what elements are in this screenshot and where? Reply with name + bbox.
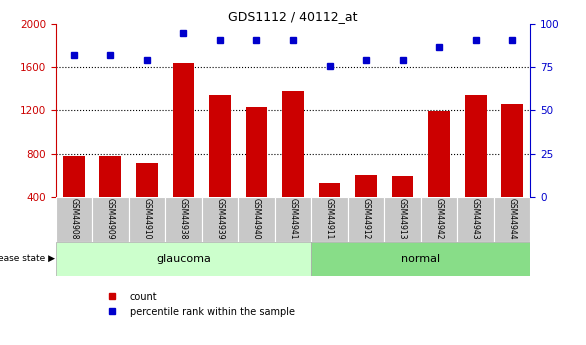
Bar bbox=[421, 197, 457, 241]
Bar bbox=[275, 197, 311, 241]
Text: GSM44944: GSM44944 bbox=[507, 198, 517, 239]
Title: GDS1112 / 40112_at: GDS1112 / 40112_at bbox=[229, 10, 357, 23]
Text: GSM44908: GSM44908 bbox=[69, 198, 79, 239]
Text: GSM44942: GSM44942 bbox=[435, 198, 444, 239]
Text: GSM44912: GSM44912 bbox=[362, 198, 370, 239]
Bar bbox=[355, 175, 377, 197]
Text: normal: normal bbox=[401, 254, 440, 264]
Text: GSM44909: GSM44909 bbox=[106, 198, 115, 239]
Bar bbox=[457, 197, 494, 241]
Text: GSM44943: GSM44943 bbox=[471, 198, 480, 239]
Bar bbox=[129, 197, 165, 241]
Bar bbox=[92, 197, 129, 241]
Bar bbox=[209, 95, 231, 197]
Bar bbox=[391, 176, 414, 197]
Bar bbox=[100, 156, 121, 197]
Bar bbox=[465, 95, 486, 197]
Bar bbox=[311, 197, 347, 241]
Text: GSM44940: GSM44940 bbox=[252, 198, 261, 239]
Bar bbox=[56, 197, 92, 241]
Bar bbox=[494, 197, 530, 241]
Text: GSM44911: GSM44911 bbox=[325, 198, 334, 239]
Bar bbox=[136, 163, 158, 197]
Bar bbox=[202, 197, 239, 241]
Text: GSM44913: GSM44913 bbox=[398, 198, 407, 239]
Bar bbox=[172, 63, 195, 197]
Text: glaucoma: glaucoma bbox=[156, 254, 211, 264]
Text: GSM44941: GSM44941 bbox=[288, 198, 298, 239]
Bar bbox=[311, 241, 530, 276]
Text: GSM44910: GSM44910 bbox=[142, 198, 151, 239]
Bar bbox=[428, 111, 450, 197]
Text: GSM44939: GSM44939 bbox=[216, 198, 224, 239]
Bar bbox=[282, 91, 304, 197]
Bar bbox=[319, 183, 340, 197]
Legend: count, percentile rank within the sample: count, percentile rank within the sample bbox=[98, 288, 298, 321]
Bar bbox=[246, 107, 267, 197]
Bar bbox=[165, 197, 202, 241]
Bar bbox=[384, 197, 421, 241]
Bar bbox=[239, 197, 275, 241]
Bar bbox=[56, 241, 311, 276]
Bar bbox=[63, 156, 85, 197]
Text: GSM44938: GSM44938 bbox=[179, 198, 188, 239]
Text: disease state ▶: disease state ▶ bbox=[0, 254, 54, 263]
Bar bbox=[501, 104, 523, 197]
Bar bbox=[347, 197, 384, 241]
